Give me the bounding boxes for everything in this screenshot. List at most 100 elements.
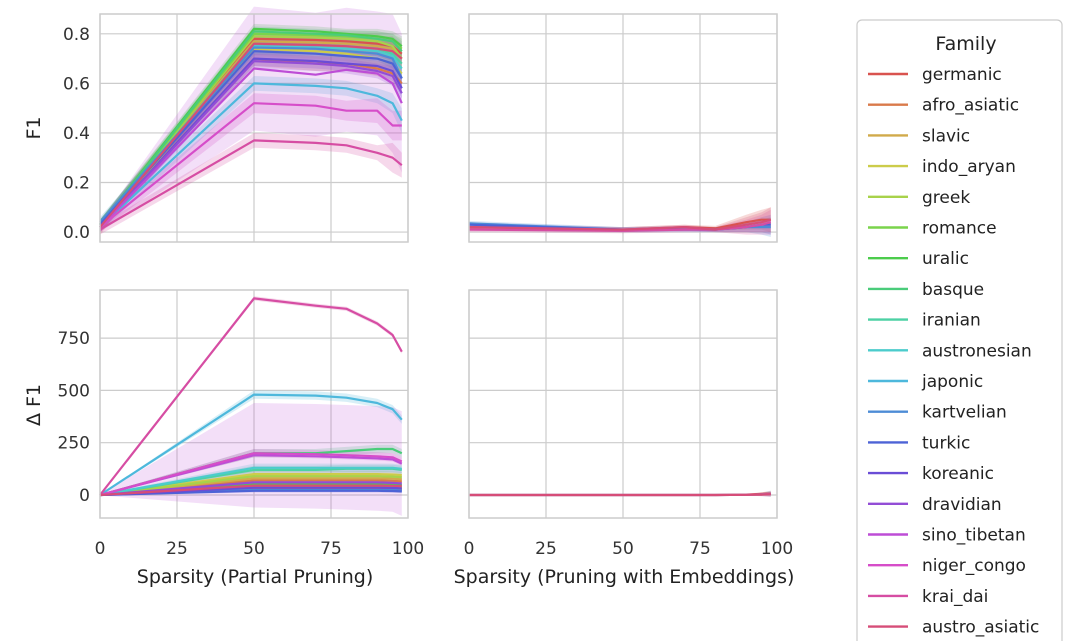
band-niger_congo [100,449,402,496]
y-axis-label-bottom: Δ F1 [23,384,45,426]
series-line-austro_asiatic [468,218,772,231]
series-line-krai_dai [99,139,403,231]
legend-label: greek [922,188,970,208]
legend-label: austro_asiatic [922,618,1039,638]
axes-frame [99,13,409,243]
band-japonic [100,390,402,496]
band-japonic [100,76,402,233]
y-tick-label: 500 [58,381,90,401]
legend-title: Family [935,33,996,55]
x-axis-label-left: Sparsity (Partial Pruning) [137,566,373,588]
band-austronesian [100,463,402,496]
x-tick-label: 75 [689,539,711,559]
series-line-austronesian [99,45,403,226]
series-line-turkic [99,50,403,226]
legend-label: basque [922,280,984,300]
y-axis-label-top: F1 [23,116,45,139]
x-tick-label: 75 [320,539,342,559]
legend-label: japonic [921,372,983,392]
y-tick-label: 0.8 [63,25,90,45]
series-line-austro_asiatic [99,42,403,228]
series-line-slavic [99,40,403,226]
band-dravidian [100,53,402,233]
legend-label: kartvelian [922,403,1007,423]
series-line-indo_aryan [99,473,402,497]
legend-label: sino_tibetan [922,526,1026,546]
x-tick-label: 50 [612,539,634,559]
legend-label: slavic [922,126,970,146]
series-line-turkic [99,489,402,497]
legend-item-japonic: japonic [868,372,983,392]
legend-item-sino_tibetan: sino_tibetan [868,526,1026,546]
legend-item-kartvelian: kartvelian [868,403,1007,423]
band-turkic [100,43,402,230]
x-tick-label: 0 [464,539,475,559]
legend-item-basque: basque [868,280,984,300]
legend-item-austronesian: austronesian [868,341,1032,361]
y-tick-label: 250 [58,434,90,454]
series-line-niger_congo [99,452,403,497]
legend-label: turkic [922,433,970,453]
series-line-dravidian [99,60,403,228]
series-line-koreanic [99,486,402,497]
axes-frame [468,13,778,243]
x-tick-label: 25 [166,539,188,559]
series-line-afro_asiatic [99,479,402,497]
legend-label: krai_dai [922,587,988,607]
legend-label: dravidian [922,495,1002,515]
legend-label: iranian [922,311,981,331]
series-line-niger_congo [99,102,402,228]
series-line-sino_tibetan [99,67,403,228]
band-iranian [100,36,402,230]
y-tick-label: 0.2 [63,174,90,194]
x-axis-label-right: Sparsity (Pruning with Embeddings) [454,566,795,588]
series-line-sino_tibetan [99,454,403,497]
series-line-austro_asiatic [469,493,771,497]
legend-item-austro_asiatic: austro_asiatic [868,618,1039,638]
legend-label: indo_aryan [922,157,1016,177]
legend-item-uralic: uralic [868,249,969,269]
series-line-krai_dai [99,297,403,496]
series-line-japonic [99,393,403,496]
series-line-koreanic [99,57,403,228]
legend-item-turkic: turkic [868,433,970,453]
legend-label: afro_asiatic [922,96,1019,116]
series-line-greek [99,475,402,497]
x-tick-label: 25 [535,539,557,559]
legend-item-indo_aryan: indo_aryan [868,157,1016,177]
band-kartvelian [469,217,771,237]
axes-frame [99,289,409,519]
band-indo_aryan [100,41,402,233]
legend-item-greek: greek [868,188,970,208]
panel-bottom-left-delta-f1-partial-pruning: 0 250 500 750 0 25 50 75 100 [58,289,424,559]
legend-item-dravidian: dravidian [868,495,1002,515]
panel-top-right-f1-pruning-embeddings [468,13,778,243]
x-tick-label: 100 [392,539,424,559]
band-niger_congo [100,93,402,233]
legend-item-romance: romance [868,219,997,239]
legend-item-slavic: slavic [868,126,970,146]
y-tick-label: 0.4 [63,124,90,144]
legend-label: koreanic [922,464,994,484]
legend-item-krai_dai: krai_dai [868,587,988,607]
legend-label: romance [922,219,997,239]
series-line-kartvelian [99,46,403,223]
band-iranian [100,464,402,496]
legend-label: germanic [922,65,1002,85]
legend-label: uralic [922,249,969,269]
series-line-slavic [99,477,402,497]
series-line-dravidian [99,481,402,497]
x-tick-label: 100 [761,539,793,559]
series-line-greek [99,35,403,226]
legend-item-afro_asiatic: afro_asiatic [868,96,1019,116]
series-line-austronesian [99,466,402,497]
series-line-japonic [99,82,403,228]
legend-frame [856,19,1063,641]
x-tick-label: 0 [95,539,106,559]
series-line-austro_asiatic [99,484,402,497]
axes-frame [468,289,778,519]
legend-item-germanic: germanic [868,65,1002,85]
x-tick-label: 50 [243,539,265,559]
panel-top-left-f1-partial-pruning: 0.0 0.2 0.4 0.6 0.8 [63,6,409,243]
legend-label: niger_congo [922,556,1026,576]
